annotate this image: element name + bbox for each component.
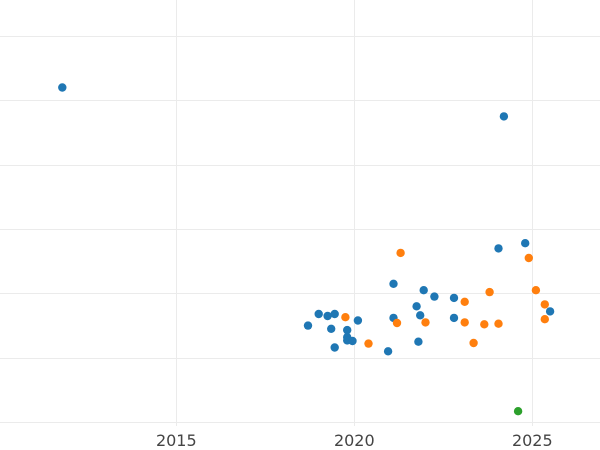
- data-point-s0-19: [343, 325, 352, 335]
- data-point-s0-23: [414, 337, 423, 346]
- data-point-s1-14: [469, 338, 478, 348]
- data-point-s1-3: [485, 287, 494, 297]
- data-point-s0-2: [521, 239, 530, 248]
- data-point-s1-7: [540, 315, 549, 324]
- data-point-s0-7: [449, 293, 459, 303]
- data-point-s1-4: [460, 297, 469, 306]
- data-point-s0-17: [303, 321, 313, 330]
- data-point-s0-0: [58, 83, 67, 92]
- data-point-s0-25: [383, 347, 393, 356]
- data-point-s0-4: [389, 279, 398, 288]
- data-point-s1-6: [341, 313, 350, 322]
- data-point-s1-12: [494, 319, 503, 328]
- data-point-s1-11: [480, 320, 489, 329]
- data-point-s0-1: [499, 112, 509, 121]
- data-point-s0-22: [348, 336, 357, 346]
- data-point-s1-0: [396, 248, 405, 258]
- data-point-s1-1: [524, 253, 533, 263]
- data-point-s1-5: [540, 300, 549, 309]
- x-tick-label-0: 2015: [156, 431, 197, 450]
- data-point-s0-10: [314, 309, 323, 319]
- data-point-s0-9: [545, 307, 555, 316]
- data-point-s0-18: [327, 324, 336, 333]
- data-point-s0-16: [353, 316, 363, 325]
- data-points: [58, 83, 555, 416]
- data-point-s0-5: [419, 286, 428, 295]
- x-tick-label-2: 2025: [512, 431, 553, 450]
- data-point-s1-13: [364, 339, 373, 348]
- data-point-s0-3: [494, 244, 503, 253]
- data-point-s0-13: [416, 311, 425, 320]
- x-tick-label-1: 2020: [334, 431, 375, 450]
- data-point-s0-11: [330, 309, 339, 319]
- data-point-s1-2: [531, 286, 541, 295]
- data-point-s1-10: [460, 318, 469, 327]
- data-point-s0-6: [430, 292, 439, 301]
- data-point-s0-12: [323, 311, 332, 321]
- data-point-s1-8: [392, 318, 402, 328]
- x-axis-tick-labels: 2015 2020 2025: [156, 431, 553, 450]
- vertical-gridlines: [176, 0, 533, 426]
- horizontal-gridlines: [0, 36, 600, 423]
- data-point-s2-0: [513, 407, 523, 416]
- data-point-s0-8: [412, 302, 421, 311]
- data-point-s0-24: [330, 343, 339, 352]
- data-point-s1-9: [421, 318, 430, 327]
- data-point-s0-15: [449, 313, 459, 323]
